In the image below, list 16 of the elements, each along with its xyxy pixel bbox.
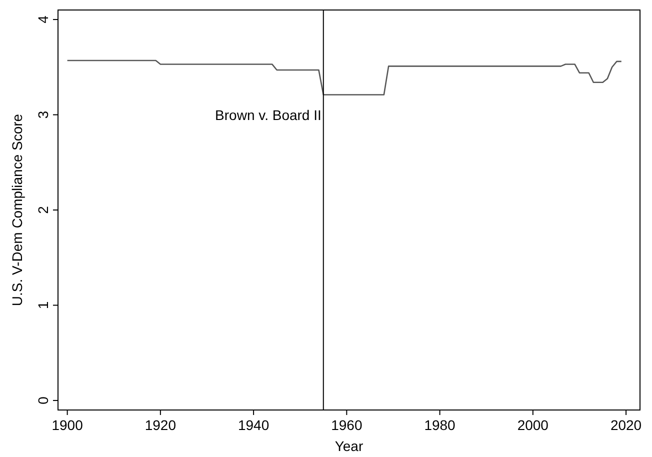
- x-tick-label: 2020: [610, 417, 642, 433]
- ref-line-label: Brown v. Board II: [215, 107, 322, 123]
- y-tick-label: 1: [35, 301, 51, 310]
- x-tick-label: 1940: [238, 417, 270, 433]
- y-tick-label: 4: [35, 15, 51, 24]
- line-series: [66, 60, 622, 96]
- x-tick-label: 1900: [52, 417, 84, 433]
- x-tick-label: 1980: [424, 417, 456, 433]
- y-tick-label: 2: [35, 206, 51, 214]
- y-tick-label: 0: [35, 396, 51, 404]
- x-axis-title: Year: [334, 438, 364, 454]
- x-tick-label: 2000: [517, 417, 549, 433]
- y-axis-title: U.S. V-Dem Compliance Score: [9, 114, 25, 306]
- x-tick-label: 1960: [331, 417, 362, 433]
- x-tick-label: 1920: [144, 417, 176, 433]
- y-tick-label: 3: [35, 110, 51, 119]
